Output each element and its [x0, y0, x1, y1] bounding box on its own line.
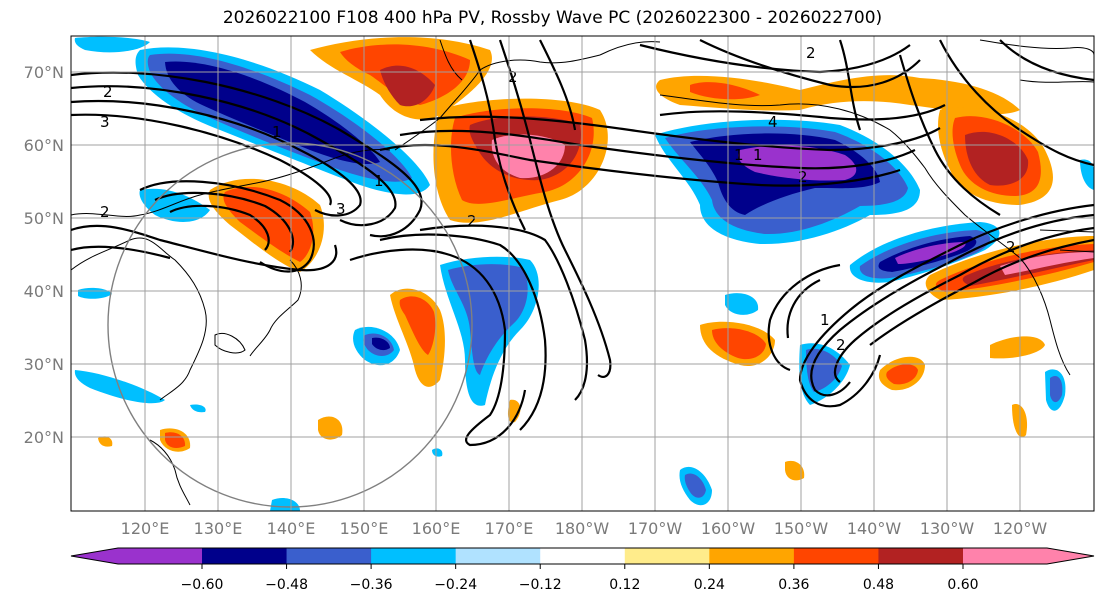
colorbar-segment	[624, 548, 710, 564]
lon-label: 160°W	[701, 519, 756, 538]
colorbar-segment	[540, 548, 626, 564]
lon-label: 140°W	[847, 519, 902, 538]
contour-label: 2	[836, 336, 846, 354]
pv-negative-anomalies	[74, 36, 1094, 511]
gridlines	[71, 36, 1094, 511]
lon-label: 130°E	[194, 519, 243, 538]
lon-label: 150°E	[340, 519, 389, 538]
colorbar-tick-label: −0.48	[265, 577, 308, 593]
lon-label: 150°W	[774, 519, 829, 538]
contour-label: 1	[272, 123, 282, 141]
colorbar-tick-label: −0.24	[434, 577, 477, 593]
colorbar-tick-label: −0.36	[350, 577, 393, 593]
contour-label: 2	[100, 203, 110, 221]
contour-label: 1	[734, 146, 744, 164]
contour-label: 2	[798, 168, 808, 186]
contour-label: 2	[103, 83, 113, 101]
contour-label: 2	[1006, 238, 1016, 256]
lon-label: 140°E	[267, 519, 316, 538]
colorbar-tick-label: −0.60	[181, 577, 224, 593]
lon-label: 180°W	[555, 519, 610, 538]
lon-label: 120°W	[993, 519, 1048, 538]
lat-label: 20°N	[24, 428, 64, 447]
colorbar-segment	[371, 548, 457, 564]
lon-label: 170°E	[485, 519, 534, 538]
colorbar-segment	[878, 548, 964, 564]
colorbar-segment	[118, 548, 203, 564]
contour-label: 4	[768, 113, 778, 131]
contour-label: 1	[374, 172, 384, 190]
lat-label: 30°N	[24, 355, 64, 374]
colorbar-segment	[286, 548, 372, 564]
lat-label: 40°N	[24, 282, 64, 301]
lat-label: 50°N	[24, 209, 64, 228]
map-title: 2026022100 F108 400 hPa PV, Rossby Wave …	[222, 8, 883, 28]
lon-label: 130°W	[920, 519, 975, 538]
contour-label: 1	[820, 311, 830, 329]
colorbar-outline	[70, 547, 1095, 565]
region-circle	[107, 142, 473, 508]
colorbar-extend-max	[1047, 548, 1094, 564]
colorbar-segment	[455, 548, 541, 564]
lat-label: 70°N	[24, 63, 64, 82]
contour-label: 2	[508, 68, 518, 86]
colorbar-segment	[963, 548, 1048, 564]
colorbar-segment	[202, 548, 288, 564]
contour-label: 2	[806, 44, 816, 62]
contour-labels: 2 3 2 1 1 3 2 2 4 2 1 2 1 2 1 2	[100, 44, 1016, 354]
contour-label: 1	[753, 146, 763, 164]
map-frame	[70, 35, 1095, 512]
colorbar-segment	[793, 548, 879, 564]
colorbar-tick-label: −0.12	[519, 577, 562, 593]
latitude-labels: 70°N 60°N 50°N 40°N 30°N 20°N	[24, 63, 64, 447]
colorbar-extend-min	[71, 548, 118, 564]
lat-label: 60°N	[24, 136, 64, 155]
longitude-labels: 120°E 130°E 140°E 150°E 160°E 170°E 180°…	[121, 519, 1048, 538]
contour-label: 2	[467, 212, 477, 230]
contour-label: 3	[336, 200, 346, 218]
lon-label: 120°E	[121, 519, 170, 538]
colorbar-tick-label: 0.12	[609, 577, 640, 593]
colorbar-tick-label: 0.48	[863, 577, 894, 593]
colorbar-tick-label: 0.36	[778, 577, 809, 593]
contour-label: 3	[100, 113, 110, 131]
colorbar-tick-label: 0.24	[694, 577, 725, 593]
lon-label: 160°E	[412, 519, 461, 538]
colorbar: −0.60 −0.48 −0.36 −0.24 −0.12 0.12 0.24 0.36 0.4…	[70, 547, 1095, 593]
colorbar-tick-label: 0.60	[947, 577, 978, 593]
lon-label: 170°W	[628, 519, 683, 538]
colorbar-segment	[709, 548, 795, 564]
